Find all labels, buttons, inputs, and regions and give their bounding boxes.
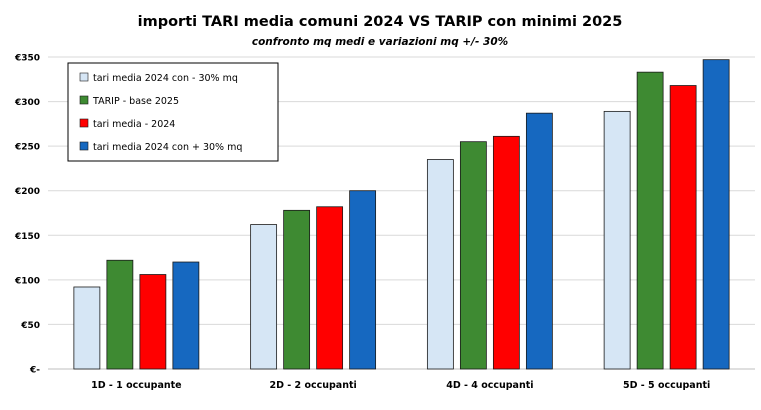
bar [283, 209, 311, 370]
y-tick-label: €350 [14, 54, 40, 64]
legend-swatch [79, 72, 89, 82]
x-tick-label: 4D - 4 occupanti [446, 380, 533, 391]
legend-label: tari media - 2024 [93, 119, 175, 130]
bar [702, 59, 730, 370]
bar [426, 159, 454, 370]
bar [459, 141, 487, 370]
bar [603, 110, 631, 370]
x-tick-label: 2D - 2 occupanti [269, 380, 356, 391]
chart-title: importi TARI media comuni 2024 VS TARIP … [138, 14, 623, 30]
y-tick-label: €300 [14, 98, 40, 108]
bar [669, 85, 697, 370]
y-axis-ticks: €- €50 €100 €150 €200 €250 €300 €350 [14, 54, 40, 376]
bar [636, 71, 664, 370]
legend-swatch [79, 95, 89, 105]
bar [525, 112, 553, 370]
y-tick-label: €50 [20, 321, 40, 331]
legend: tari media 2024 con - 30% mq TARIP - base… [67, 62, 279, 162]
legend-label: tari media 2024 con + 30% mq [93, 142, 242, 153]
y-tick-label: €250 [14, 143, 40, 153]
chart-subtitle: confronto mq medi e variazioni mq +/- 30… [252, 36, 508, 48]
y-tick-label: €- [29, 366, 40, 376]
x-axis-ticks: 1D - 1 occupante 2D - 2 occupanti 4D - 4 o… [91, 380, 710, 391]
bar [73, 286, 101, 370]
bar [349, 190, 377, 370]
bar [492, 135, 520, 370]
legend-swatch [79, 118, 89, 128]
bar [250, 224, 278, 370]
bar [106, 259, 134, 370]
legend-label: tari media 2024 con - 30% mq [93, 73, 238, 84]
legend-box [67, 62, 279, 162]
x-tick-label: 1D - 1 occupante [91, 380, 181, 391]
x-tick-label: 5D - 5 occupanti [623, 380, 710, 391]
bar [172, 261, 200, 370]
y-tick-label: €100 [14, 276, 40, 286]
legend-label: TARIP - base 2025 [92, 96, 179, 107]
legend-swatch [79, 141, 89, 151]
y-tick-label: €200 [14, 187, 40, 197]
bars [73, 59, 730, 370]
bar [139, 274, 167, 370]
y-tick-label: €150 [14, 232, 40, 242]
bar [316, 206, 344, 370]
